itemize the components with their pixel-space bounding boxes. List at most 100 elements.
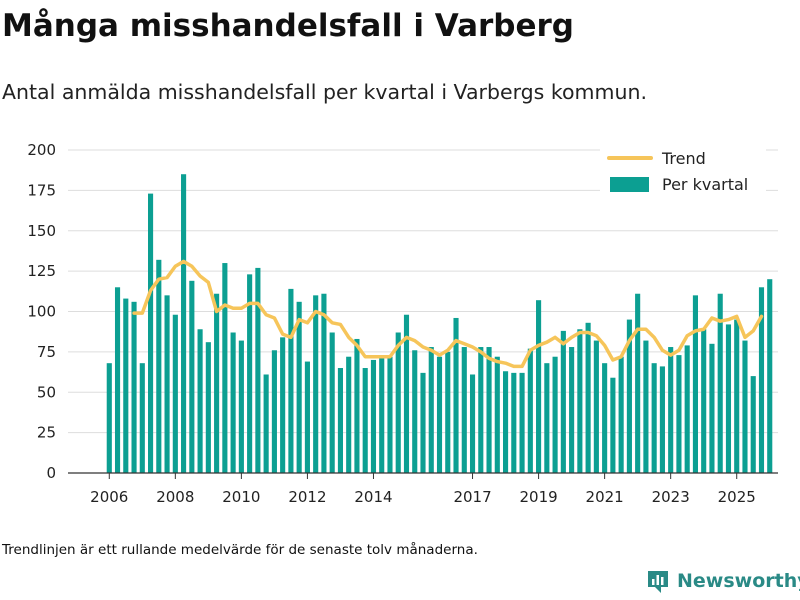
- x-tick-label: 2010: [222, 488, 260, 506]
- bar: [577, 329, 583, 473]
- bar: [362, 368, 368, 473]
- bar: [428, 347, 434, 473]
- bar: [445, 351, 451, 474]
- legend: Trend Per kvartal: [600, 146, 766, 204]
- axes: 0 25 50 75 100 125 150 175 200 2006 2008 2010 2012 20…: [27, 141, 778, 506]
- bar: [668, 347, 674, 473]
- bar: [643, 340, 649, 473]
- bar: [288, 288, 294, 473]
- bar: [717, 293, 723, 473]
- bar: [602, 363, 608, 473]
- bar: [131, 301, 137, 473]
- bar: [321, 293, 327, 473]
- x-tick-label: 2025: [718, 488, 756, 506]
- y-tick-label: 150: [27, 222, 56, 240]
- bar: [635, 293, 641, 473]
- bar: [139, 363, 145, 473]
- x-tick-label: 2019: [519, 488, 557, 506]
- bar: [172, 314, 178, 473]
- bar: [519, 372, 525, 473]
- bar: [692, 295, 698, 473]
- legend-bar-label: Per kvartal: [662, 175, 748, 194]
- legend-background: [600, 146, 766, 204]
- bar: [337, 368, 343, 473]
- legend-bar-swatch: [610, 177, 649, 192]
- bar: [750, 376, 756, 473]
- y-tick-label: 100: [27, 303, 56, 321]
- bar: [280, 337, 286, 473]
- bar: [742, 340, 748, 473]
- bar: [527, 348, 533, 473]
- bar: [189, 280, 195, 473]
- bar: [676, 355, 682, 473]
- brand-name: Newsworthy: [677, 570, 800, 592]
- y-tick-label: 75: [37, 343, 56, 361]
- bar: [205, 342, 211, 473]
- footnote: Trendlinjen är ett rullande medelvärde f…: [2, 542, 478, 558]
- bar: [461, 347, 467, 473]
- bar: [593, 340, 599, 473]
- bar: [238, 340, 244, 473]
- bar: [725, 324, 732, 473]
- bar: [684, 345, 690, 473]
- bar: [329, 332, 335, 473]
- chart-subtitle: Antal anmälda misshandelsfall per kvarta…: [2, 80, 647, 104]
- bar: [370, 359, 377, 473]
- bar: [114, 287, 121, 473]
- bar: [560, 330, 566, 473]
- x-tick-label: 2008: [156, 488, 194, 506]
- x-tick-label: 2023: [652, 488, 690, 506]
- bar: [709, 343, 715, 473]
- bar: [395, 332, 401, 473]
- legend-trend-label: Trend: [661, 149, 706, 168]
- bar: [197, 329, 203, 473]
- bar: [511, 372, 517, 473]
- x-tick-label: 2021: [586, 488, 624, 506]
- bar: [412, 350, 418, 473]
- chart-title: Många misshandelsfall i Varberg: [2, 8, 574, 44]
- bar: [618, 356, 624, 473]
- bar: [403, 314, 410, 473]
- bar: [469, 374, 476, 473]
- bar: [255, 267, 261, 473]
- bar: [436, 356, 443, 473]
- bar: [106, 363, 112, 473]
- bar: [494, 356, 500, 473]
- y-tick-label: 200: [27, 141, 56, 159]
- y-tick-label: 0: [46, 464, 56, 482]
- bar: [734, 319, 740, 473]
- bars: [106, 174, 773, 474]
- bar: [659, 366, 665, 473]
- bar: [552, 356, 558, 473]
- bar: [379, 355, 385, 473]
- bar: [181, 174, 187, 473]
- bar: [503, 371, 509, 473]
- y-tick-label: 50: [37, 383, 56, 401]
- bar: [222, 263, 228, 473]
- bar: [478, 347, 484, 473]
- chart-area: 0 25 50 75 100 125 150 175 200 2006 2008 2010 2012 20…: [27, 141, 778, 506]
- bar: [420, 372, 426, 473]
- bar: [569, 347, 575, 473]
- bar: [453, 317, 459, 473]
- bar: [230, 332, 236, 473]
- bar: [296, 301, 302, 473]
- x-tick-label: 2014: [354, 488, 392, 506]
- bar: [304, 361, 310, 473]
- bar: [354, 338, 360, 473]
- bar: [271, 350, 277, 473]
- newsworthy-logo-icon: [648, 571, 668, 593]
- x-tick-label: 2017: [453, 488, 491, 506]
- bar: [148, 193, 154, 474]
- bar: [544, 363, 550, 473]
- y-tick-label: 175: [27, 181, 56, 199]
- x-tick-label: 2006: [90, 488, 128, 506]
- bar: [626, 319, 632, 473]
- brand-logo[interactable]: Newsworthy: [645, 568, 800, 594]
- bar: [313, 295, 319, 473]
- bar: [263, 374, 269, 473]
- bar: [651, 363, 657, 473]
- bar: [486, 347, 492, 473]
- bar: [214, 293, 220, 473]
- bar: [123, 298, 129, 473]
